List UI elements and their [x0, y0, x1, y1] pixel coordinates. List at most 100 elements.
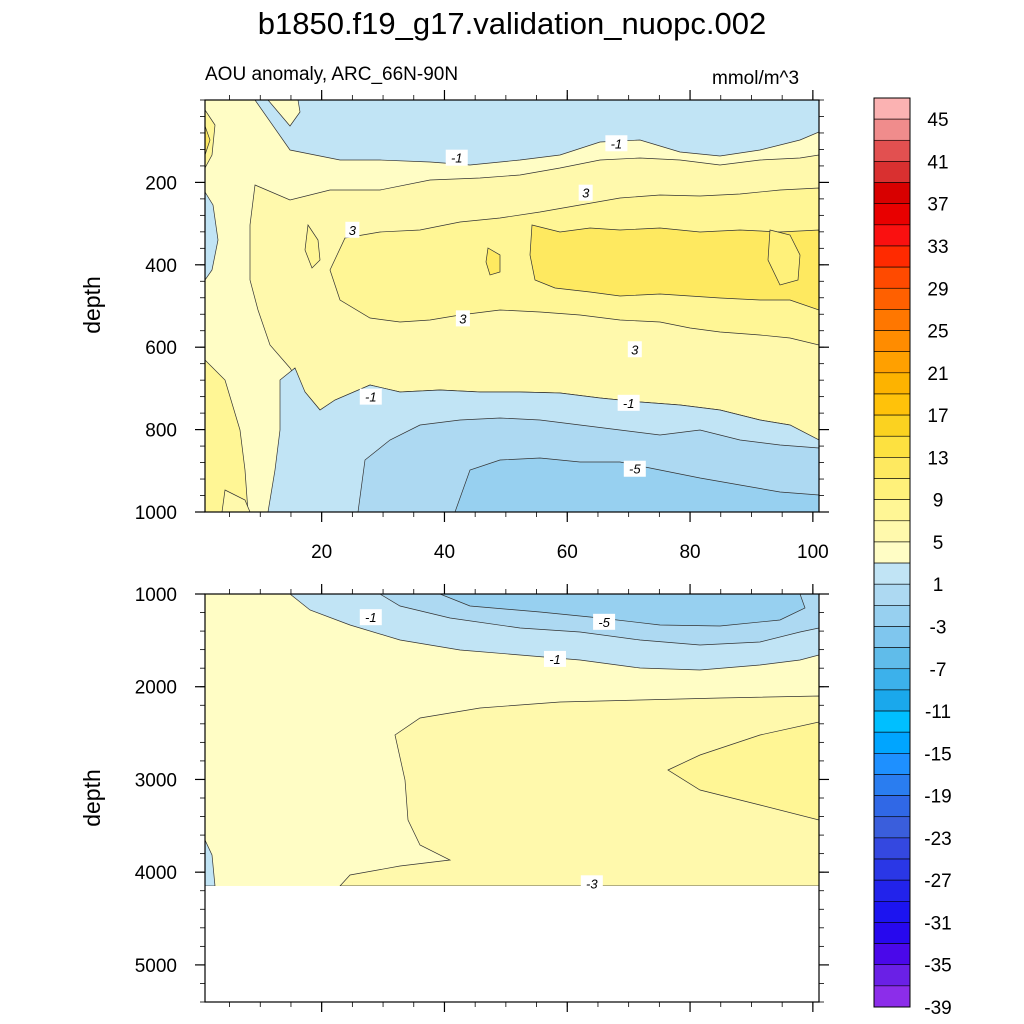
contour-label: 3: [459, 311, 467, 326]
fill-level-3-lower: [339, 695, 819, 886]
colorbar-swatch: [873, 753, 911, 775]
colorbar-label: -15: [924, 744, 951, 765]
colorbar-label: -27: [924, 871, 951, 892]
colorbar-swatch: [873, 478, 911, 500]
upper-panel-field: [205, 100, 819, 512]
colorbar-swatch: [873, 203, 911, 226]
y-tick-label: 400: [145, 256, 177, 277]
y-tick-label: 200: [145, 173, 177, 194]
colorbar-label: -39: [924, 998, 951, 1019]
fill-level-13: [767, 229, 801, 286]
y-tick-label: 1000: [135, 503, 177, 524]
contour-label: -1: [623, 396, 635, 411]
colorbar-swatch: [873, 731, 911, 754]
colorbar-label: 29: [927, 279, 948, 300]
contour-label-bg: [593, 613, 616, 630]
contour-label: -1: [365, 610, 377, 625]
fill-level-5c: [304, 224, 321, 269]
colorbar-swatch: [873, 689, 911, 712]
upper-panel-frame: [204, 99, 820, 513]
colorbar-label: 25: [927, 322, 948, 343]
units-label: mmol/m^3: [712, 68, 800, 89]
colorbar-swatch: [873, 583, 911, 606]
y-tick-label: 600: [145, 338, 177, 359]
contour-label: -1: [611, 136, 623, 151]
contour-label-bg: [455, 310, 470, 327]
fill-level-9: [205, 125, 211, 156]
colorbar-label: 33: [927, 237, 948, 258]
colorbar-swatch: [873, 837, 911, 860]
colorbar-frame: [873, 97, 911, 1008]
colorbar-swatch: [873, 795, 911, 818]
colorbar-swatch: [873, 499, 911, 522]
fill-level-neg1: [254, 100, 819, 166]
chart-subtitle: AOU anomaly, ARC_66N-90N: [205, 64, 459, 85]
colorbar-swatch: [873, 435, 911, 458]
contour-label-bg: [578, 184, 593, 201]
contour-label-bg: [580, 875, 603, 892]
y-tick-label: 4000: [135, 863, 177, 884]
colorbar-swatch: [873, 351, 911, 374]
contour-label-bg: [617, 394, 640, 411]
colorbar-swatch: [873, 309, 911, 331]
colorbar-label: -31: [924, 913, 951, 934]
contour-label: -5: [629, 462, 641, 477]
colorbar-label: -3: [930, 617, 947, 638]
chart-title: b1850.f19_g17.validation_nuopc.002: [257, 6, 767, 41]
colorbar-label: 13: [927, 448, 948, 469]
colorbar-swatch: [873, 922, 911, 944]
colorbar-swatch: [873, 626, 911, 648]
fill-left-neg-lower: [205, 839, 216, 886]
colorbar-swatch: [873, 879, 911, 902]
contour-label-bg: [345, 221, 360, 238]
contour-label-bg: [627, 341, 642, 358]
contour-label: -1: [451, 151, 463, 166]
fill-level-9b: [529, 224, 819, 311]
colorbar-label: 5: [933, 533, 944, 554]
contour-label-bg: [543, 650, 566, 667]
x-tick-label: 40: [434, 542, 455, 563]
colorbar-swatch: [873, 710, 911, 733]
contour-label: 3: [582, 186, 590, 201]
fill-level-9c: [485, 247, 501, 276]
colorbar-swatch: [873, 668, 911, 691]
contour-label-bg: [623, 460, 646, 477]
colorbar-swatch: [873, 161, 911, 183]
colorbar-label: -19: [924, 787, 951, 808]
colorbar-swatch: [873, 182, 911, 204]
colorbar-swatch: [873, 139, 911, 162]
colorbar-swatch: [873, 964, 911, 987]
y-tick-label: 2000: [135, 678, 177, 699]
colorbar-swatch: [873, 245, 911, 268]
axes-layer: 200 400 600 800 1000 20 40 60 80 100 depth 1000 2000…: [79, 90, 829, 1012]
colorbar-swatch: [873, 774, 911, 796]
colorbar-label: 41: [927, 152, 948, 173]
colorbar-swatch: [873, 287, 911, 310]
fill-level-neg5-lower: [439, 594, 806, 627]
colorbar-label: 37: [927, 195, 948, 216]
contour-label: -3: [586, 876, 598, 891]
contour-label-bg: [359, 388, 382, 405]
contour-label: -1: [365, 390, 377, 405]
colorbar-swatch: [873, 647, 911, 670]
y-tick-label: 1000: [135, 585, 177, 606]
colorbar-label: -35: [924, 956, 951, 977]
x-tick-label: 60: [557, 542, 578, 563]
y-axis-label: depth: [79, 276, 105, 334]
colorbar-swatch: [873, 97, 911, 120]
colorbar-label: -23: [924, 829, 951, 850]
colorbar-label: 17: [927, 406, 948, 427]
colorbar-label: 45: [927, 110, 948, 131]
contour-label: 3: [631, 342, 639, 357]
colorbar-swatch: [873, 520, 911, 543]
contour-label: 3: [349, 223, 357, 238]
lower-panel-field: [205, 594, 819, 886]
colorbar-swatch: [873, 816, 911, 839]
colorbar-swatch: [873, 541, 911, 564]
colorbar-label: -11: [925, 702, 951, 723]
contour-label-bg: [445, 149, 468, 166]
colorbar-swatch: [873, 985, 911, 1008]
y-axis-label: depth: [79, 769, 105, 827]
contour-label-bg: [359, 609, 382, 626]
